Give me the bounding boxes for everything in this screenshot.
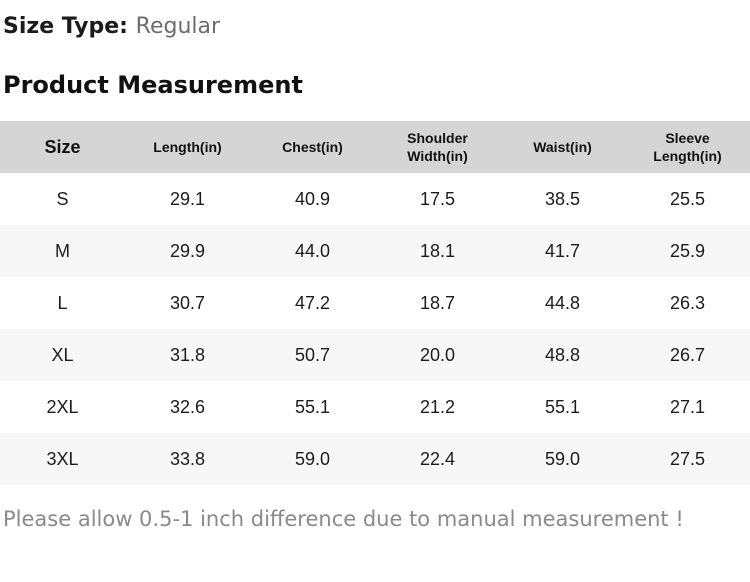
measurement-cell: 38.5: [544, 188, 581, 209]
size-type-value: Regular: [135, 14, 221, 39]
measurement-cell: 44.0: [294, 240, 331, 261]
table-body: S 29.1 40.9 17.5 38.5 25.5 M 29.9 44.0 1…: [0, 173, 750, 485]
measurement-cell: 59.0: [294, 448, 331, 469]
size-label-cell: 3XL: [46, 448, 79, 469]
size-label-cell: M: [55, 240, 70, 261]
size-type-label: Size Type:: [3, 14, 128, 39]
size-label-cell: S: [56, 188, 69, 209]
column-header-waist: Waist(in): [500, 121, 625, 173]
measurement-cell: 50.7: [294, 344, 331, 365]
table-row-l: L 30.7 47.2 18.7 44.8 26.3: [0, 277, 750, 329]
size-label-cell: XL: [51, 344, 74, 365]
measurement-cell: 48.8: [544, 344, 581, 365]
measurement-cell: 29.1: [169, 188, 206, 209]
measurement-cell: 55.1: [294, 396, 331, 417]
column-header-sleeve-length: Sleeve Length(in): [625, 121, 750, 173]
table-header: Size Length(in) Chest(in) Shoulder Width…: [0, 121, 750, 173]
table-header-row: Size Length(in) Chest(in) Shoulder Width…: [0, 121, 750, 173]
measurement-cell: 18.1: [419, 240, 456, 261]
measurement-cell: 20.0: [419, 344, 456, 365]
measurement-cell: 55.1: [544, 396, 581, 417]
column-header-size: Size: [0, 121, 125, 173]
measurement-cell: 25.9: [669, 240, 706, 261]
measurement-cell: 26.3: [669, 292, 706, 313]
measurement-cell: 44.8: [544, 292, 581, 313]
measurement-cell: 31.8: [169, 344, 206, 365]
measurement-cell: 29.9: [169, 240, 206, 261]
column-header-shoulder-width: Shoulder Width(in): [375, 121, 500, 173]
table-row-m: M 29.9 44.0 18.1 41.7 25.9: [0, 225, 750, 277]
measurement-cell: 27.1: [669, 396, 706, 417]
measurement-cell: 27.5: [669, 448, 706, 469]
measurement-cell: 18.7: [419, 292, 456, 313]
size-measurement-table: Size Length(in) Chest(in) Shoulder Width…: [0, 121, 750, 485]
size-type-line: Size Type: Regular: [0, 0, 750, 40]
size-label-cell: 2XL: [46, 396, 79, 417]
measurement-cell: 41.7: [544, 240, 581, 261]
size-label-cell: L: [57, 292, 68, 313]
measurement-cell: 26.7: [669, 344, 706, 365]
table-row-s: S 29.1 40.9 17.5 38.5 25.5: [0, 173, 750, 225]
measurement-cell: 59.0: [544, 448, 581, 469]
measurement-cell: 40.9: [294, 188, 331, 209]
measurement-cell: 33.8: [169, 448, 206, 469]
measurement-cell: 21.2: [419, 396, 456, 417]
measurement-cell: 17.5: [419, 188, 456, 209]
table-row-xl: XL 31.8 50.7 20.0 48.8 26.7: [0, 329, 750, 381]
measurement-cell: 22.4: [419, 448, 456, 469]
column-header-length: Length(in): [125, 121, 250, 173]
measurement-cell: 25.5: [669, 188, 706, 209]
measurement-cell: 32.6: [169, 396, 206, 417]
table-row-2xl: 2XL 32.6 55.1 21.2 55.1 27.1: [0, 381, 750, 433]
table-row-3xl: 3XL 33.8 59.0 22.4 59.0 27.5: [0, 433, 750, 485]
measurement-disclaimer: Please allow 0.5-1 inch difference due t…: [3, 507, 684, 531]
measurement-cell: 47.2: [294, 292, 331, 313]
measurement-cell: 30.7: [169, 292, 206, 313]
column-header-chest: Chest(in): [250, 121, 375, 173]
product-measurement-title: Product Measurement: [3, 71, 303, 99]
